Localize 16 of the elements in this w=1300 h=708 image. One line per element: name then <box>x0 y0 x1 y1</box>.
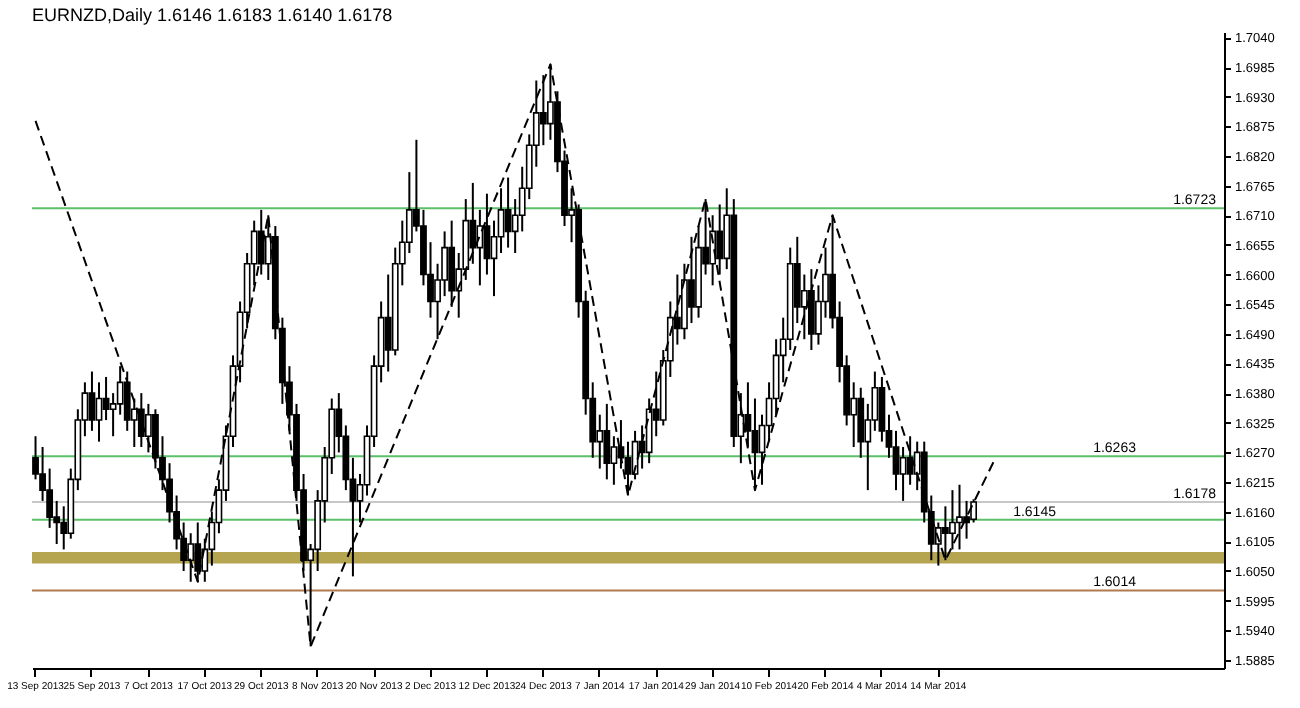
candlestick <box>137 392 145 449</box>
candlestick <box>942 505 949 562</box>
candlestick <box>716 203 724 276</box>
candlestick <box>899 446 907 502</box>
candlestick <box>194 521 202 583</box>
candlestick <box>807 268 815 351</box>
candlestick <box>688 235 695 325</box>
candlestick <box>539 74 547 147</box>
candlestick <box>187 532 195 583</box>
candlestick <box>144 402 152 454</box>
candlestick <box>963 499 970 540</box>
line-series <box>34 63 996 648</box>
candlestick <box>906 435 914 486</box>
candlestick <box>956 483 963 551</box>
candlestick <box>603 402 611 481</box>
chart-title: EURNZD,Daily 1.6146 1.6183 1.6140 1.6178 <box>32 5 393 26</box>
